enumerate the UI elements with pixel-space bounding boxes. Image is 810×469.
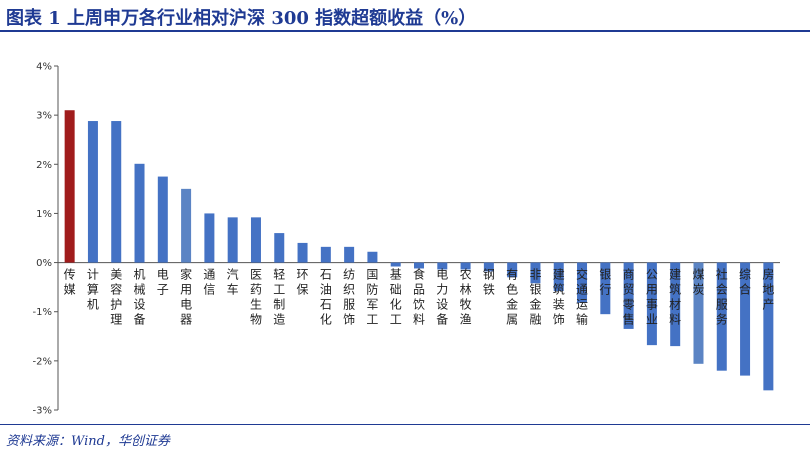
footer-divider — [0, 424, 810, 425]
bar — [600, 262, 611, 315]
y-tick-label: 2% — [36, 160, 52, 171]
x-tick-label: 有色金属 — [506, 268, 518, 327]
x-tick-label: 电子 — [157, 268, 169, 297]
bar — [227, 217, 238, 263]
x-tick-label: 社会服务 — [716, 267, 728, 327]
bar — [181, 188, 192, 263]
bar — [670, 262, 681, 347]
x-tick-label: 煤炭 — [692, 268, 704, 297]
x-tick-label: 轻工制造 — [273, 268, 285, 327]
x-tick-label: 美容护理 — [110, 268, 122, 327]
bar — [740, 262, 751, 376]
y-tick-label: -1% — [33, 307, 52, 318]
x-tick-label: 农林牧渔 — [460, 268, 472, 327]
source-note: 资料来源：Wind，华创证券 — [6, 434, 170, 449]
bar — [553, 262, 564, 292]
bar — [390, 262, 401, 267]
x-tick-label: 基础化工 — [390, 268, 402, 327]
bar — [297, 242, 308, 263]
bar — [716, 262, 727, 371]
x-tick-label: 通信 — [203, 268, 215, 297]
y-tick-label: -2% — [33, 356, 52, 367]
x-tick-label: 电力设备 — [436, 268, 448, 327]
y-tick-label: 0% — [36, 258, 52, 269]
bar — [320, 246, 331, 263]
x-tick-label: 银行 — [599, 268, 611, 297]
x-tick-label: 传媒 — [64, 267, 76, 297]
bar-chart: 4% 3% 2% 1% 0% -1% -2% -3% 传媒计算机美容护理机械设备电子家用电器通信… — [33, 62, 780, 417]
x-tick-label: 钢铁 — [483, 268, 495, 297]
bar — [460, 262, 471, 270]
bar — [87, 121, 98, 263]
bar — [111, 121, 122, 263]
x-tick-label: 国防军工 — [366, 268, 378, 327]
x-tick-label: 环保 — [297, 268, 309, 297]
bar — [577, 262, 588, 303]
bar — [134, 163, 145, 263]
x-tick-label: 建筑装饰 — [553, 268, 565, 327]
x-tick-label: 房地产 — [762, 267, 774, 312]
x-tick-label: 医药生物 — [250, 268, 262, 327]
bar — [274, 233, 285, 263]
x-tick-label: 石油石化 — [320, 268, 332, 327]
x-tick-label: 交通运输 — [576, 267, 588, 327]
x-tick-label: 食品饮料 — [413, 267, 425, 327]
bar — [344, 246, 355, 263]
bar — [623, 262, 634, 329]
x-tick-label: 机械设备 — [134, 268, 146, 327]
x-tick-label: 建筑材料 — [669, 268, 681, 327]
x-tick-label: 计算机 — [87, 268, 99, 312]
bar — [646, 262, 657, 346]
bar — [250, 217, 261, 263]
bar — [64, 110, 75, 263]
bar — [693, 262, 704, 364]
bar — [367, 251, 378, 263]
x-tick-label: 汽车 — [227, 267, 239, 297]
bar — [763, 262, 774, 391]
bar — [414, 262, 424, 269]
bar — [483, 262, 494, 272]
y-tick-label: 1% — [36, 209, 52, 220]
page-title: 图表 1 上周申万各行业相对沪深 300 指数超额收益（%） — [6, 8, 477, 29]
y-tick-label: 4% — [36, 62, 52, 73]
bar — [157, 176, 168, 263]
x-tick-label: 纺织服饰 — [343, 268, 355, 327]
x-tick-label: 公用事业 — [646, 268, 658, 327]
title-divider — [0, 30, 810, 32]
x-tick-label: 非银金融 — [529, 268, 541, 327]
y-tick-label: 3% — [36, 111, 52, 122]
bar — [437, 262, 448, 270]
x-tick-label: 家用电器 — [180, 267, 192, 327]
bar — [507, 262, 518, 278]
bar — [204, 213, 215, 263]
bar — [530, 262, 541, 284]
x-tick-label: 商贸零售 — [623, 267, 635, 327]
y-tick-label: -3% — [33, 406, 52, 417]
x-tick-label: 综合 — [739, 268, 751, 297]
